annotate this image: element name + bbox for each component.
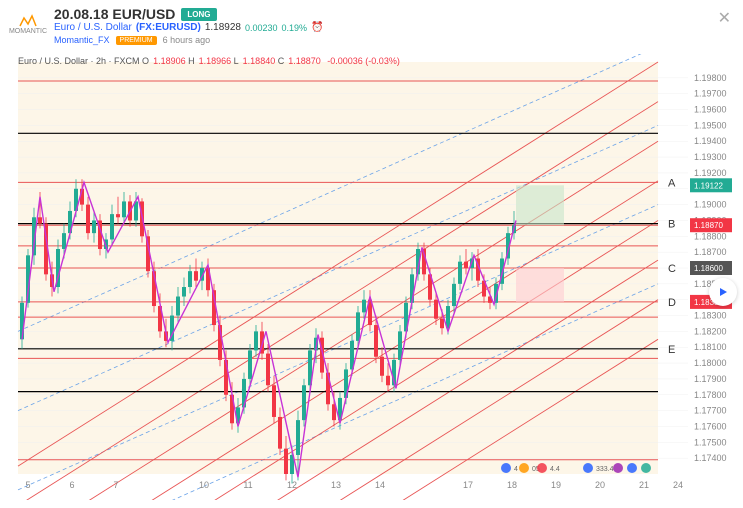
svg-text:1.17600: 1.17600: [694, 421, 727, 431]
premium-badge: PREMIUM: [116, 36, 157, 45]
svg-text:1.19300: 1.19300: [694, 152, 727, 162]
long-badge: LONG: [181, 8, 216, 21]
svg-text:1.19800: 1.19800: [694, 73, 727, 83]
pair-label[interactable]: Euro / U.S. Dollar: [54, 22, 132, 33]
svg-text:A: A: [668, 177, 676, 189]
svg-text:1.17700: 1.17700: [694, 406, 727, 416]
svg-text:20: 20: [595, 480, 605, 490]
svg-text:1.17900: 1.17900: [694, 374, 727, 384]
svg-text:D: D: [668, 297, 676, 309]
svg-text:1.19400: 1.19400: [694, 136, 727, 146]
svg-text:1.19200: 1.19200: [694, 168, 727, 178]
svg-text:1.19500: 1.19500: [694, 120, 727, 130]
chart-container: Euro / U.S. Dollar · 2h · FXCM O1.18906 …: [8, 54, 735, 500]
svg-text:1.18600: 1.18600: [694, 264, 723, 273]
svg-text:1.18800: 1.18800: [694, 231, 727, 241]
price-change: 0.00230: [245, 23, 278, 33]
svg-text:1.18200: 1.18200: [694, 326, 727, 336]
svg-text:1.19700: 1.19700: [694, 89, 727, 99]
svg-text:1.18300: 1.18300: [694, 311, 727, 321]
alert-icon[interactable]: ⏰: [311, 22, 323, 33]
svg-text:E: E: [668, 344, 675, 356]
svg-text:11: 11: [243, 480, 252, 490]
svg-text:1.19000: 1.19000: [694, 200, 727, 210]
svg-text:13: 13: [331, 480, 341, 490]
chart-info-bar: Euro / U.S. Dollar · 2h · FXCM O1.18906 …: [18, 56, 400, 66]
svg-text:B: B: [668, 219, 675, 231]
price-change-pct: 0.19%: [282, 23, 308, 33]
author-link[interactable]: Momantic_FX: [54, 35, 110, 45]
svg-text:18: 18: [507, 480, 517, 490]
price-chart[interactable]: 1.17400 1.17500 1.17600 1.17700 1.17800 1.179…: [8, 54, 735, 500]
svg-text:C: C: [668, 263, 676, 275]
svg-text:1.19122: 1.19122: [694, 181, 723, 190]
svg-text:14: 14: [375, 480, 385, 490]
svg-text:10: 10: [199, 480, 209, 490]
svg-text:6: 6: [69, 480, 74, 490]
svg-text:1.17500: 1.17500: [694, 437, 727, 447]
ticker-symbol[interactable]: (FX:EURUSD): [136, 22, 201, 33]
svg-text:1.17800: 1.17800: [694, 390, 727, 400]
svg-text:4.4: 4.4: [550, 466, 560, 473]
time-ago: 6 hours ago: [163, 35, 211, 45]
chart-title: 20.08.18 EUR/USD: [54, 6, 175, 22]
play-button[interactable]: [709, 278, 737, 306]
svg-text:21: 21: [639, 480, 649, 490]
svg-text:24: 24: [673, 480, 683, 490]
svg-text:1.18000: 1.18000: [694, 358, 727, 368]
close-button[interactable]: ✕: [718, 8, 731, 28]
svg-text:1.18870: 1.18870: [694, 221, 723, 230]
svg-text:12: 12: [287, 480, 297, 490]
price-value: 1.18928: [205, 22, 241, 33]
svg-text:19: 19: [551, 480, 561, 490]
header: MOMANTIC 20.08.18 EUR/USD LONG Euro / U.…: [0, 0, 743, 51]
svg-text:1.18100: 1.18100: [694, 342, 727, 352]
svg-text:17: 17: [463, 480, 473, 490]
svg-text:4: 4: [514, 466, 518, 473]
svg-text:1.19600: 1.19600: [694, 105, 727, 115]
svg-text:333.4: 333.4: [596, 466, 614, 473]
svg-text:1.17400: 1.17400: [694, 453, 727, 463]
logo: MOMANTIC: [10, 6, 46, 42]
svg-text:5: 5: [25, 480, 30, 490]
svg-text:7: 7: [113, 480, 118, 490]
svg-text:1.18700: 1.18700: [694, 247, 727, 257]
